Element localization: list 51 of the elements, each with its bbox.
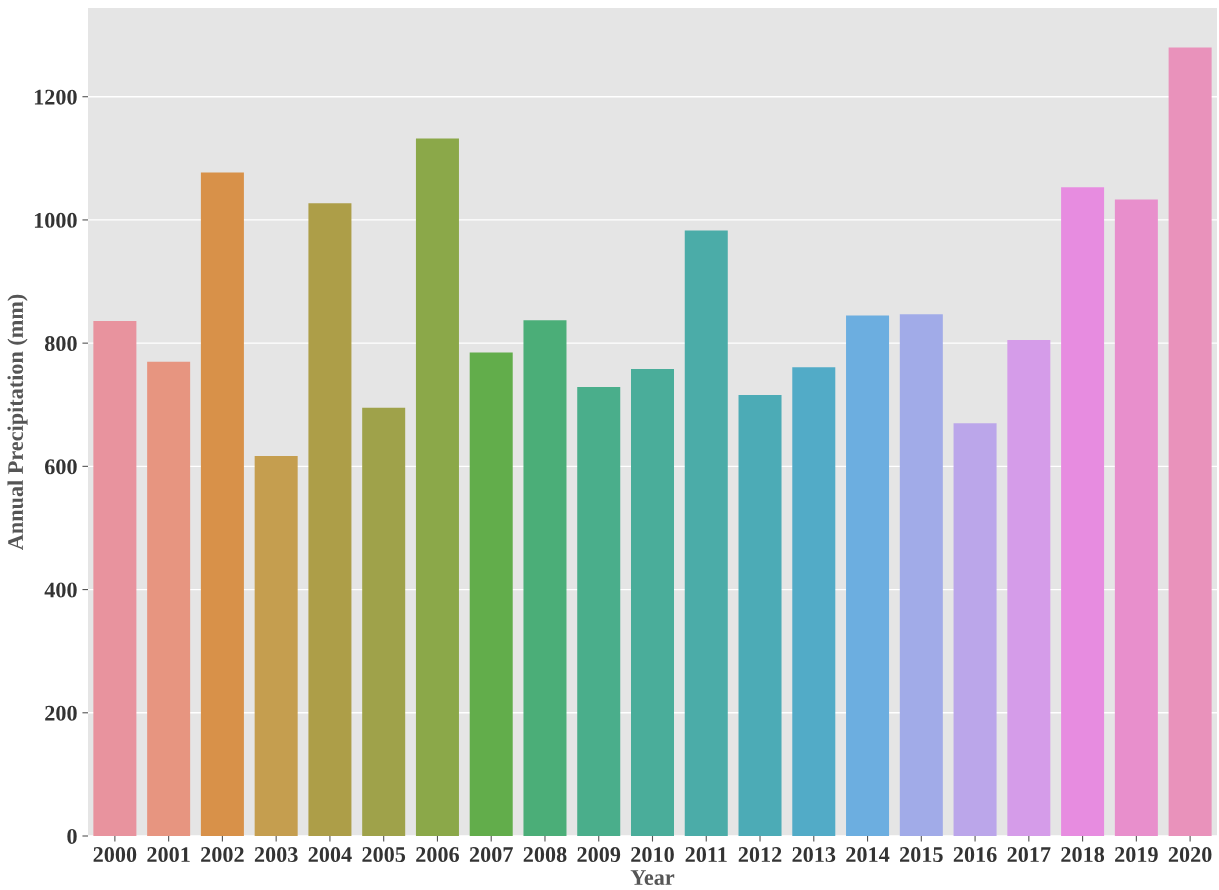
x-tick-label: 2000 [93, 847, 137, 863]
bar [415, 138, 459, 836]
y-tick-label: 1000 [34, 212, 77, 228]
bar [1061, 187, 1105, 836]
y-tick-label: 600 [45, 459, 77, 475]
x-tick-label: 2018 [1061, 847, 1105, 863]
bar [684, 230, 728, 836]
y-axis-title: Annual Precipitation (mm) [7, 294, 28, 550]
x-tick-label: 2019 [1115, 847, 1158, 863]
bar [200, 172, 244, 836]
bar [254, 455, 298, 836]
x-tick-label: 2003 [254, 847, 298, 863]
x-tick-label: 2001 [147, 847, 190, 863]
bar [792, 367, 836, 836]
bar [523, 320, 567, 836]
y-tick-label: 1200 [34, 89, 77, 105]
bar [93, 320, 137, 836]
y-tick-label: 800 [44, 336, 77, 352]
bar [631, 369, 674, 836]
x-tick-label: 2002 [201, 847, 244, 863]
y-tick-label: 0 [67, 828, 77, 844]
x-tick-label: 2005 [362, 847, 406, 863]
x-tick-label: 2007 [469, 847, 513, 863]
x-tick-label: 2006 [416, 847, 460, 863]
x-tick-label: 2020 [1168, 847, 1212, 863]
x-tick-label: 2014 [846, 847, 890, 863]
x-tick-label: 2013 [792, 847, 836, 863]
bar [1114, 199, 1158, 836]
bar [362, 407, 406, 836]
y-tick-label: 400 [44, 582, 77, 598]
x-tick-label: 2015 [900, 847, 943, 863]
x-tick-label: 2009 [577, 847, 621, 863]
bar [469, 352, 513, 836]
y-tick-label: 200 [45, 705, 77, 721]
x-axis-title: Year [630, 870, 675, 885]
x-tick-label: 2011 [685, 847, 727, 863]
x-tick-label: 2017 [1007, 847, 1051, 863]
bar [953, 423, 997, 836]
bar [1007, 340, 1051, 836]
x-tick-label: 2012 [738, 847, 782, 863]
bar [308, 203, 352, 836]
bar [147, 361, 191, 836]
bar [846, 315, 890, 836]
bar [899, 314, 943, 836]
x-tick-label: 2004 [308, 847, 352, 863]
bar [577, 386, 621, 836]
x-tick-label: 2008 [523, 847, 567, 863]
x-tick-label: 2016 [953, 847, 997, 863]
bar [1168, 47, 1212, 836]
x-tick-label: 2010 [631, 847, 674, 863]
bar [738, 394, 782, 836]
